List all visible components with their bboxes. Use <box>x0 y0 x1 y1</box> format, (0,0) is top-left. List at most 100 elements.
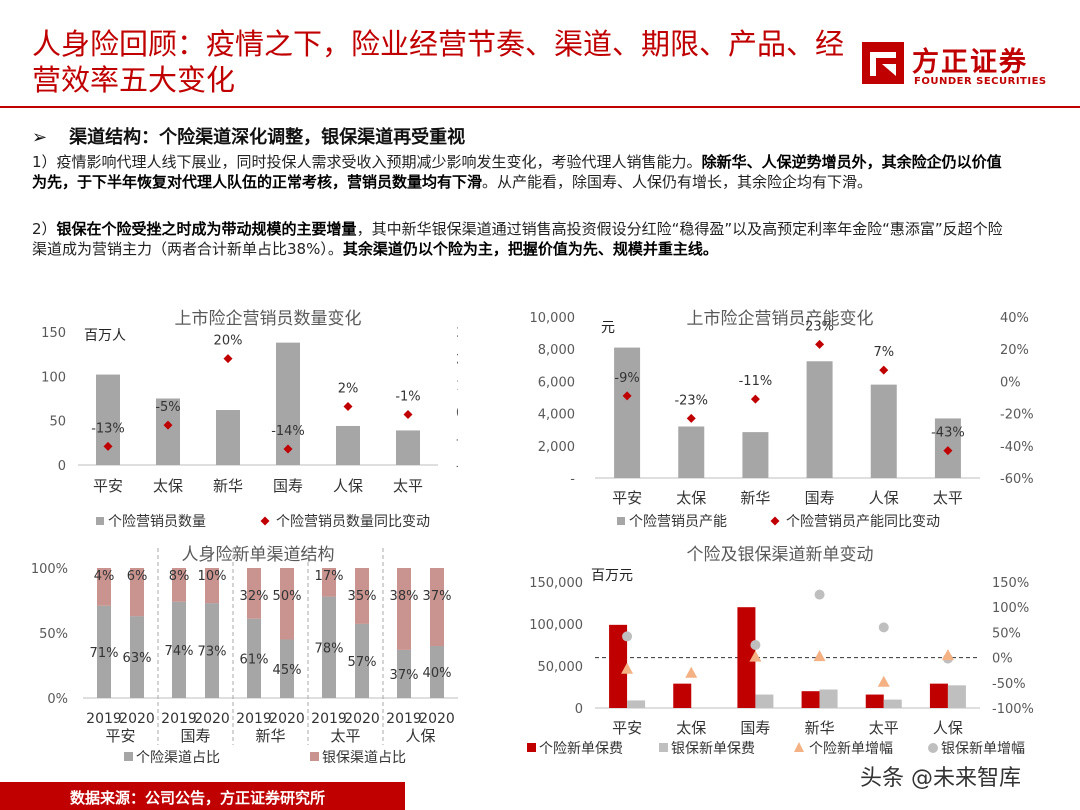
legend-swatch <box>527 743 536 752</box>
bar-individual <box>801 691 820 708</box>
data-label: 61% <box>240 652 269 667</box>
legend-label: 个险营销员数量同比变动 <box>276 514 430 530</box>
x-tick-label: 太保 <box>676 719 706 737</box>
bar <box>156 398 180 465</box>
bar <box>678 426 705 478</box>
p1-text-c: 。从产能看，除国寿、人保仍有增长，其余险企均有下滑。 <box>482 172 873 191</box>
bank-growth-marker <box>750 640 761 650</box>
data-label: 71% <box>90 646 119 661</box>
x-tick-label: 平安 <box>612 719 642 737</box>
watermark-text: 头条 @未来智库 <box>860 766 1021 791</box>
founder-logo-icon <box>862 42 904 84</box>
y-tick-label: 6,000 <box>538 375 575 390</box>
y-tick-label: 2,000 <box>538 440 575 455</box>
change-marker <box>343 401 353 411</box>
bar-individual <box>247 618 261 698</box>
x-tick-label: 太保 <box>153 477 183 495</box>
chart-title: 上市险企营销员数量变化 <box>175 309 362 329</box>
bar-individual <box>430 646 444 698</box>
x-tick-label: 国寿 <box>740 719 770 737</box>
data-label: 10% <box>198 569 227 584</box>
data-label: 74% <box>165 644 194 659</box>
y-tick-label: 8,000 <box>538 343 575 358</box>
legend-label: 银保新单保费 <box>671 741 755 757</box>
data-label: 2% <box>338 381 359 396</box>
bar-individual <box>355 623 369 698</box>
bar-bancassurance <box>883 699 902 708</box>
bar-individual <box>609 624 628 708</box>
y-tick-label: 100% <box>31 562 68 577</box>
chart-title: 人身险新单渠道结构 <box>182 545 335 565</box>
y2-tick-label: -20% <box>1000 408 1034 423</box>
legend-swatch <box>617 517 625 525</box>
legend-label: 个险渠道占比 <box>136 750 220 766</box>
y2-tick-label: 0% <box>992 652 1013 667</box>
x-tick-label: 平安 <box>612 489 642 507</box>
y-tick-label: 100,000 <box>529 618 583 633</box>
y-tick-label: 100 <box>41 370 66 385</box>
p1-text-b: 除新华、人保逆势增员外，其余险企仍以价值为先，于下半年恢复对代理人队伍的正常考核… <box>32 153 1002 191</box>
source-footer: 数据来源：公司公告，方正证券研究所 <box>0 782 405 810</box>
y2-tick-label: 30% <box>456 326 458 341</box>
group-label: 新华 <box>255 727 285 745</box>
bar-bancassurance <box>322 568 336 597</box>
y-tick-label: 50 <box>49 415 66 430</box>
x-tick-label: 太平 <box>869 719 899 737</box>
bar-bancassurance <box>97 568 111 606</box>
x-tick-label: 平安 <box>93 477 123 495</box>
bar-individual <box>397 649 411 698</box>
data-label: -14% <box>271 424 305 439</box>
y-tick-label: 4,000 <box>538 408 575 423</box>
y-tick-label: 150,000 <box>529 576 583 591</box>
chart-title: 上市险企营销员产能变化 <box>687 309 874 329</box>
bullet-arrow-icon: ➢ <box>32 127 48 148</box>
bar <box>806 361 833 478</box>
individual-growth-marker <box>621 662 634 674</box>
x-tick-label: 2019 <box>386 711 422 727</box>
group-label: 国寿 <box>180 727 210 745</box>
x-tick-label: 2020 <box>419 711 455 727</box>
data-label: 4% <box>94 569 115 584</box>
bar <box>614 347 641 478</box>
bar-bancassurance <box>755 694 774 708</box>
data-label: 37% <box>423 589 452 604</box>
x-tick-label: 2020 <box>194 711 230 727</box>
x-tick-label: 2020 <box>269 711 305 727</box>
y2-tick-label: -10% <box>456 432 458 447</box>
y2-tick-label: -100% <box>992 702 1034 717</box>
data-label: 45% <box>273 663 302 678</box>
data-label: -9% <box>614 371 639 386</box>
x-tick-label: 人保 <box>933 719 963 737</box>
individual-growth-marker <box>813 650 826 662</box>
change-marker <box>943 446 953 456</box>
section-heading: ➢ 渠道结构：个险渠道深化调整，银保渠道再受重视 <box>32 123 465 149</box>
legend-label: 个险新单增幅 <box>809 741 893 757</box>
y2-tick-label: 40% <box>1000 311 1029 326</box>
bar-bancassurance <box>205 568 219 604</box>
p2-text-b: 银保在个险受挫之时成为带动规模的主要增量 <box>56 220 357 238</box>
x-tick-label: 2019 <box>86 711 122 727</box>
y-tick-label: 0 <box>58 459 66 474</box>
legend-label: 个险新单保费 <box>539 741 623 757</box>
bar-individual <box>673 683 692 708</box>
legend-swatch <box>96 517 104 525</box>
chart-title: 个险及银保渠道新单变动 <box>687 545 874 565</box>
y2-tick-label: 20% <box>456 353 458 368</box>
change-marker <box>815 339 825 349</box>
p2-text-d: 其余渠道仍以个险为主，把握价值为先、规模并重主线。 <box>342 239 718 258</box>
y2-tick-label: 50% <box>992 626 1021 641</box>
legend-swatch <box>770 516 780 526</box>
data-label: -23% <box>674 393 708 408</box>
bar-individual <box>130 616 144 698</box>
legend-label: 银保新单增幅 <box>941 741 1025 757</box>
bar-bancassurance <box>947 685 966 708</box>
group-label: 平安 <box>105 727 135 745</box>
individual-growth-marker <box>685 666 698 678</box>
header-divider <box>0 106 1080 108</box>
paragraph-2: 2）银保在个险受挫之时成为带动规模的主要增量，其中新华银保渠道通过销售高投资假设… <box>32 220 1007 259</box>
x-tick-label: 2020 <box>344 711 380 727</box>
bar-individual <box>172 601 186 698</box>
bar-individual <box>322 596 336 698</box>
